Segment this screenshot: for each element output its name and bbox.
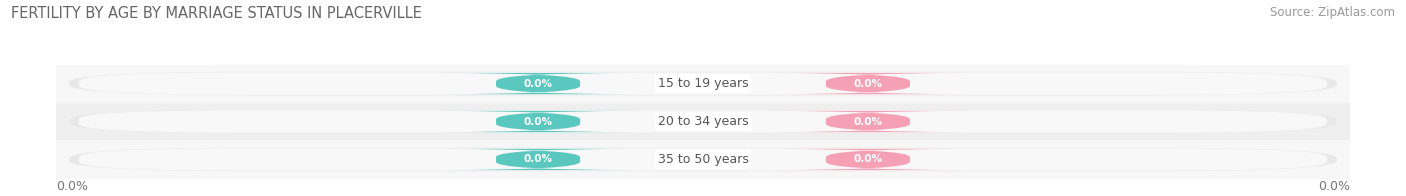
FancyBboxPatch shape xyxy=(79,72,1327,95)
Text: 35 to 50 years: 35 to 50 years xyxy=(658,153,748,166)
Text: 0.0%: 0.0% xyxy=(523,116,553,127)
Text: Source: ZipAtlas.com: Source: ZipAtlas.com xyxy=(1270,6,1395,19)
FancyBboxPatch shape xyxy=(79,110,1327,133)
Text: FERTILITY BY AGE BY MARRIAGE STATUS IN PLACERVILLE: FERTILITY BY AGE BY MARRIAGE STATUS IN P… xyxy=(11,6,422,21)
FancyBboxPatch shape xyxy=(437,73,638,94)
FancyBboxPatch shape xyxy=(768,111,969,132)
FancyBboxPatch shape xyxy=(69,72,1337,95)
Text: 0.0%: 0.0% xyxy=(523,154,553,164)
FancyBboxPatch shape xyxy=(437,111,638,132)
Text: 0.0%: 0.0% xyxy=(56,180,89,193)
Bar xyxy=(56,65,1350,103)
FancyBboxPatch shape xyxy=(79,148,1327,171)
Bar xyxy=(56,141,1350,178)
Text: 0.0%: 0.0% xyxy=(1317,180,1350,193)
FancyBboxPatch shape xyxy=(437,149,638,170)
Text: 0.0%: 0.0% xyxy=(853,79,883,89)
Text: 0.0%: 0.0% xyxy=(853,154,883,164)
FancyBboxPatch shape xyxy=(69,110,1337,133)
FancyBboxPatch shape xyxy=(768,73,969,94)
Text: 20 to 34 years: 20 to 34 years xyxy=(658,115,748,128)
Text: 0.0%: 0.0% xyxy=(853,116,883,127)
Text: 15 to 19 years: 15 to 19 years xyxy=(658,77,748,90)
FancyBboxPatch shape xyxy=(768,149,969,170)
Bar xyxy=(56,103,1350,141)
FancyBboxPatch shape xyxy=(69,148,1337,171)
Text: 0.0%: 0.0% xyxy=(523,79,553,89)
